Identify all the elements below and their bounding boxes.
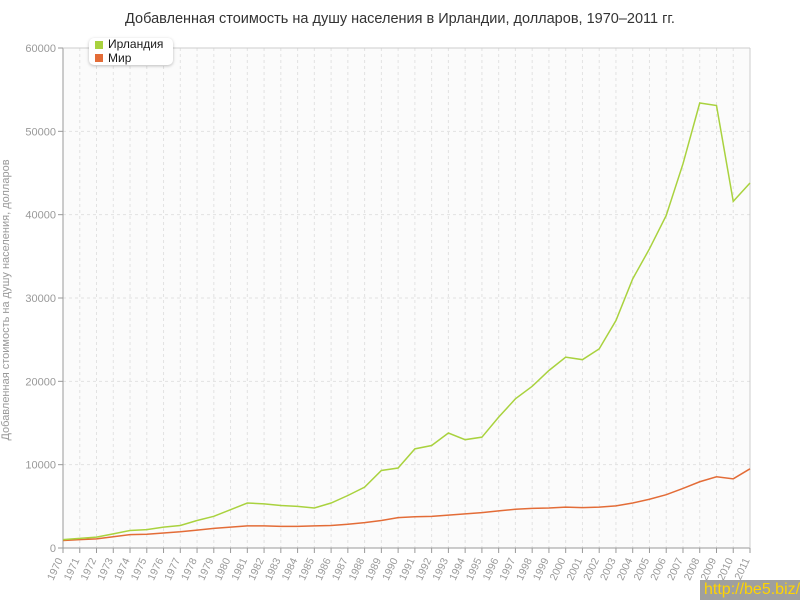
svg-text:60000: 60000 (25, 43, 56, 55)
svg-text:0: 0 (50, 543, 56, 555)
svg-text:20000: 20000 (25, 376, 56, 388)
svg-text:30000: 30000 (25, 293, 56, 305)
svg-text:10000: 10000 (25, 460, 56, 472)
svg-text:50000: 50000 (25, 126, 56, 138)
svg-text:2010: 2010 (715, 556, 736, 582)
svg-text:40000: 40000 (25, 210, 56, 222)
svg-text:2011: 2011 (732, 556, 752, 582)
